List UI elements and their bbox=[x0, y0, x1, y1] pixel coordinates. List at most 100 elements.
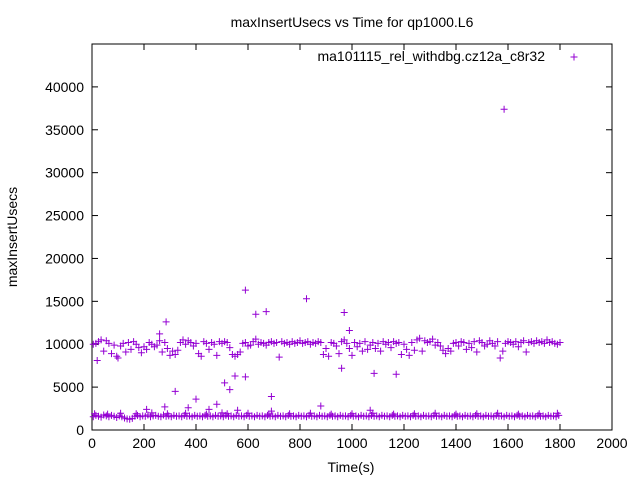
y-axis-ticks: 0 5000 10000 15000 20000 25000 30000 35000 40000 bbox=[45, 79, 612, 438]
data-point bbox=[132, 410, 140, 418]
data-point bbox=[500, 105, 508, 113]
data-point bbox=[127, 345, 135, 353]
data-point bbox=[361, 338, 369, 346]
data-point bbox=[335, 350, 343, 358]
data-point bbox=[340, 308, 348, 316]
data-point bbox=[221, 379, 229, 387]
data-point bbox=[431, 409, 439, 417]
data-point bbox=[327, 410, 335, 418]
data-point bbox=[252, 310, 260, 318]
data-point bbox=[218, 409, 226, 417]
data-point bbox=[174, 346, 182, 354]
data-point bbox=[470, 338, 478, 346]
data-point bbox=[171, 351, 179, 359]
data-point bbox=[105, 339, 113, 347]
data-point bbox=[553, 409, 561, 417]
x-tick-label: 1400 bbox=[440, 435, 471, 451]
y-tick-label: 35000 bbox=[45, 122, 84, 138]
data-point bbox=[452, 410, 460, 418]
data-point bbox=[161, 339, 169, 347]
data-point bbox=[390, 410, 398, 418]
data-point bbox=[522, 348, 530, 356]
data-point bbox=[202, 410, 210, 418]
x-tick-label: 800 bbox=[288, 435, 312, 451]
y-tick-label: 20000 bbox=[45, 250, 84, 266]
data-point bbox=[110, 341, 118, 349]
data-point bbox=[473, 348, 481, 356]
data-point bbox=[91, 410, 99, 418]
data-point bbox=[351, 339, 359, 347]
y-tick-label: 40000 bbox=[45, 79, 84, 95]
data-point bbox=[370, 369, 378, 377]
data-point bbox=[410, 410, 418, 418]
data-point bbox=[468, 344, 476, 352]
data-point bbox=[163, 345, 171, 353]
data-point bbox=[223, 339, 231, 347]
data-point bbox=[156, 337, 164, 345]
legend-marker-icon bbox=[570, 53, 578, 61]
data-point bbox=[197, 352, 205, 360]
data-point bbox=[241, 286, 249, 294]
legend-series-name: ma101115_rel_withdbg.cz12a_c8r32 bbox=[317, 48, 545, 64]
data-points bbox=[89, 105, 564, 423]
data-point bbox=[213, 351, 221, 359]
data-point bbox=[192, 395, 200, 403]
data-point bbox=[108, 350, 115, 358]
data-point bbox=[93, 357, 101, 365]
data-point bbox=[395, 339, 403, 347]
data-point bbox=[436, 342, 444, 350]
data-point bbox=[345, 326, 353, 334]
data-point bbox=[163, 410, 171, 418]
data-point bbox=[267, 393, 275, 401]
data-point bbox=[460, 339, 468, 347]
data-point bbox=[535, 410, 543, 418]
data-point bbox=[231, 372, 239, 380]
data-point bbox=[371, 345, 379, 353]
data-point bbox=[403, 345, 411, 353]
x-tick-label: 1200 bbox=[388, 435, 419, 451]
y-tick-label: 5000 bbox=[53, 379, 84, 395]
data-point bbox=[499, 347, 507, 355]
data-point bbox=[153, 341, 161, 349]
data-point bbox=[491, 342, 499, 350]
data-point bbox=[392, 370, 400, 378]
y-tick-label: 30000 bbox=[45, 165, 84, 181]
data-point bbox=[369, 339, 377, 347]
x-axis-ticks: 0 200 400 600 800 1000 1200 1400 1600 1800 2000 bbox=[88, 44, 628, 451]
data-point bbox=[117, 409, 125, 417]
data-point bbox=[104, 410, 112, 418]
data-point bbox=[113, 352, 121, 360]
data-point bbox=[143, 405, 151, 413]
x-tick-label: 0 bbox=[88, 435, 96, 451]
data-point bbox=[332, 342, 340, 350]
data-point bbox=[202, 339, 210, 347]
data-point bbox=[514, 410, 522, 418]
data-point bbox=[317, 402, 325, 410]
data-point bbox=[267, 407, 275, 415]
data-point bbox=[418, 347, 426, 355]
data-point bbox=[286, 410, 294, 418]
data-point bbox=[345, 345, 353, 353]
x-tick-label: 2000 bbox=[596, 435, 627, 451]
x-tick-label: 1800 bbox=[544, 435, 575, 451]
data-point bbox=[494, 409, 502, 417]
data-point bbox=[148, 409, 156, 417]
data-point bbox=[213, 400, 221, 408]
data-point bbox=[156, 330, 164, 338]
data-point bbox=[319, 351, 327, 359]
data-point bbox=[358, 347, 366, 355]
data-point bbox=[97, 336, 105, 344]
data-point bbox=[447, 347, 455, 355]
data-point bbox=[137, 349, 145, 357]
data-point bbox=[306, 409, 314, 417]
data-point bbox=[119, 339, 127, 347]
data-point bbox=[182, 409, 190, 417]
data-point bbox=[387, 344, 395, 352]
data-point bbox=[161, 403, 169, 411]
data-point bbox=[384, 339, 392, 347]
data-point bbox=[158, 348, 166, 356]
data-point bbox=[343, 339, 351, 347]
data-point bbox=[473, 410, 481, 418]
data-point bbox=[114, 354, 122, 362]
